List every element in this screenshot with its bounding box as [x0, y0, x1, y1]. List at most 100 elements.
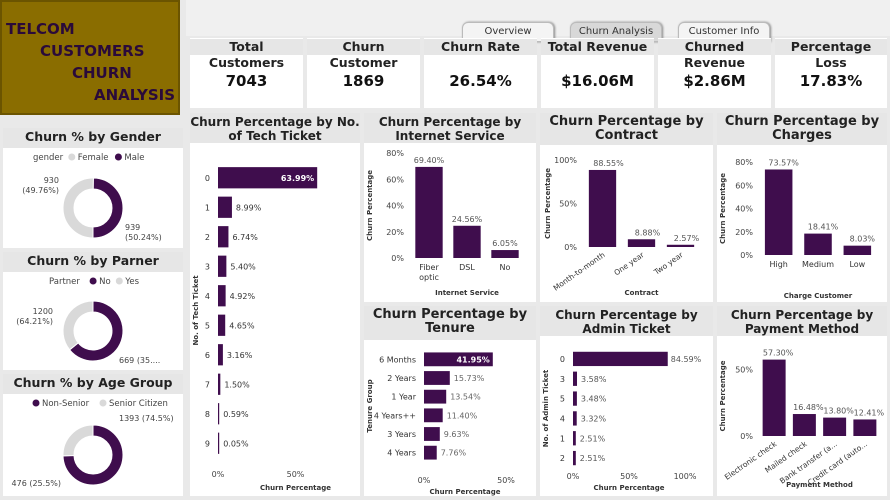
kpi-label: Churned Revenue: [658, 39, 771, 70]
panel-gender: Churn % by Gender gender Female Male 939 (50…: [3, 128, 183, 248]
tech-ticket-chart: No. of Tech Ticket 0 63.99% 1 8.99% 2 6.74% 3 5.…: [192, 167, 331, 492]
legend-item: No: [99, 277, 111, 287]
bar: [424, 352, 493, 367]
tick-label-y: 5: [205, 321, 210, 330]
kpi-label: Total Revenue: [541, 39, 654, 55]
tick-label-y: 2: [205, 233, 210, 242]
slice-label: 476 (25.5%): [12, 479, 61, 488]
kpi-total-revenue: Total Revenue $16.06M: [541, 38, 654, 108]
data-label: 0.59%: [223, 410, 249, 419]
tick-label-y: 60%: [735, 181, 753, 190]
bar: [764, 169, 793, 255]
kpi-value: 1869: [342, 72, 385, 90]
kpi-churn-rate: Churn Rate 26.54%: [424, 38, 537, 108]
donut-slice: [62, 300, 94, 351]
data-label: 2.51%: [580, 454, 606, 463]
kpi-value: 7043: [225, 72, 268, 90]
data-label: 12.41%: [854, 408, 885, 417]
panel-age-group: Churn % by Age Group Non-Senior Senior Ci…: [3, 374, 183, 496]
bar: [424, 389, 447, 404]
panel-payment: Churn Percentage by Payment Method Churn…: [717, 306, 887, 496]
tick-label-x: Medium: [802, 260, 834, 269]
bar: [853, 419, 877, 436]
data-label: 15.73%: [454, 374, 485, 383]
kpi-churned-revenue: Churned Revenue $2.86M: [658, 38, 771, 108]
bar: [424, 445, 437, 460]
data-label: 3.16%: [227, 351, 253, 360]
tick-label-x: Two year: [651, 250, 685, 278]
slice-label: 939: [125, 223, 140, 232]
bar: [573, 391, 577, 406]
legend-marker: [114, 153, 122, 161]
data-label: 4.92%: [230, 292, 256, 301]
panel-tech-ticket: Churn Percentage by No. of Tech Ticket N…: [190, 113, 360, 496]
kpi-label: Percentage Loss: [775, 39, 887, 70]
data-label: 3.32%: [581, 414, 607, 423]
data-label: 6.05%: [492, 239, 518, 248]
donut-slice: [62, 177, 94, 239]
tick-label-y: 40%: [386, 202, 404, 211]
tick-label-y: 5: [560, 395, 565, 404]
kpi-label: Churn Customer: [307, 39, 420, 70]
tick-label-y: 4: [205, 292, 210, 301]
tick-label-y: 4: [560, 414, 565, 423]
donut-slice: [62, 424, 124, 486]
data-label: 7.76%: [441, 449, 467, 458]
bar: [218, 344, 223, 366]
gender-donut-chart: gender Female Male 939(50.24%) 930(49.76%): [22, 153, 162, 242]
bar: [218, 196, 232, 218]
tick-label-y: 0%: [740, 251, 753, 260]
bar: [762, 359, 786, 436]
bar: [843, 245, 872, 255]
legend-title: Partner: [49, 277, 80, 287]
tick-label-y: 20%: [386, 228, 404, 237]
tick-label-x: Electronic check: [723, 439, 779, 482]
tick-label-x: 50%: [287, 470, 305, 479]
data-label: 24.56%: [452, 215, 483, 224]
data-label: 3.58%: [581, 375, 607, 384]
data-label: 13.54%: [450, 393, 481, 402]
bar: [573, 411, 577, 426]
bar: [218, 403, 220, 425]
axis-title-y: Churn Percentage: [366, 170, 374, 241]
panel-tenure: Churn Percentage by Tenure Tenure Group 6…: [364, 306, 536, 496]
tick-label-x: 100%: [674, 472, 697, 481]
bar: [424, 371, 450, 385]
data-label: 9.63%: [444, 430, 470, 439]
donut-slice: [62, 424, 94, 457]
data-label: 2.51%: [580, 434, 606, 443]
internet-chart: Churn Percentage 0% 20% 40% 60% 80% 69.40% Fibe…: [366, 149, 519, 297]
axis-title-x: Payment Method: [786, 481, 853, 489]
data-label: 11.40%: [447, 411, 478, 420]
chart-title: Churn Percentage by Tenure: [364, 306, 536, 340]
axis-title-y: No. of Tech Ticket: [192, 275, 200, 346]
charges-chart: Churn Percentage 0% 20% 40% 60% 80% 73.57% High…: [719, 158, 875, 300]
tick-label-y: 1: [205, 203, 210, 212]
bar: [573, 351, 668, 367]
tick-label-x: 0%: [212, 470, 225, 479]
data-label: 84.59%: [671, 355, 702, 364]
bar: [573, 371, 578, 386]
slice-label: (50.24%): [125, 233, 162, 242]
tick-label-y: 20%: [735, 228, 753, 237]
bar: [792, 414, 816, 436]
tick-label-y: 0%: [564, 243, 577, 252]
title-line-1: TELCOM: [6, 20, 75, 38]
data-label: 1.50%: [224, 380, 250, 389]
age-donut-chart: Non-Senior Senior Citizen 1393 (74.5%) 476 …: [12, 399, 174, 488]
tick-label-y: 2: [560, 454, 565, 463]
bar: [218, 167, 318, 189]
bar: [804, 233, 832, 255]
partner-donut-chart: Partner No Yes 1200(64.21%) 669 (35....: [16, 277, 160, 365]
legend-marker: [115, 277, 123, 285]
axis-title-y: No. of Admin Ticket: [542, 369, 550, 447]
bar: [627, 239, 656, 247]
admin-ticket-chart: No. of Admin Ticket 0 84.59% 3 3.58% 5 3.48% 4 3…: [542, 351, 702, 492]
bar: [453, 225, 481, 258]
tick-label-y: 1: [560, 434, 565, 443]
kpi-value: $16.06M: [561, 72, 634, 90]
tick-label-y: 4 Years: [387, 449, 416, 458]
axis-title-y: Churn Percentage: [719, 173, 727, 244]
data-label: 13.80%: [823, 407, 854, 416]
tick-label-x: 50%: [497, 476, 515, 485]
